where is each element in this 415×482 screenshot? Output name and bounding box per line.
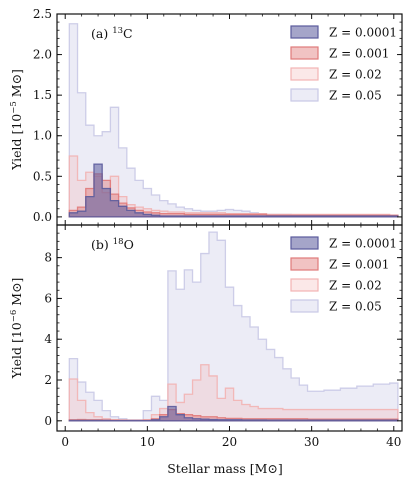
panel-label-prefix: (a) xyxy=(91,26,112,41)
legend-label: Z = 0.02 xyxy=(329,68,382,82)
series-0.05-steps xyxy=(68,231,399,422)
x-tick-label: 20 xyxy=(222,435,237,449)
panel-label-element: C xyxy=(123,26,133,41)
legend-label: Z = 0.0001 xyxy=(329,26,397,40)
legend-swatch xyxy=(290,25,319,39)
y-axis-title-exponent: −5 xyxy=(9,101,19,114)
y-axis-title-exponent: −6 xyxy=(9,310,19,323)
y-tick-label: 8 xyxy=(44,251,52,265)
x-axis-title: Stellar mass [M⊙] xyxy=(167,461,283,476)
y-axis-title-unit: M⊙] xyxy=(9,69,24,101)
y-tick-label: 2 xyxy=(44,373,52,387)
legend-label: Z = 0.001 xyxy=(329,258,389,272)
y-axis-title: Yield [10−6 M⊙] xyxy=(9,278,24,380)
panel-label-isotope-number: 18 xyxy=(113,237,124,247)
panel-label-prefix: (b) xyxy=(91,237,113,252)
y-tick-label: 6 xyxy=(44,291,52,305)
legend-swatch xyxy=(290,67,319,81)
plot-area xyxy=(68,231,399,422)
panel-a: 0.0 0.5 1.0 1.5 2.0 2.5 (a) 13C Yield [10−5 M⊙]… xyxy=(9,7,403,226)
x-tick-label: 10 xyxy=(140,435,155,449)
panel-label-isotope-number: 13 xyxy=(112,26,123,36)
legend-swatch xyxy=(290,278,319,292)
x-tick-label: 0 xyxy=(61,435,69,449)
legend-swatch xyxy=(290,299,319,313)
legend-swatch xyxy=(290,88,319,102)
y-tick-label: 4 xyxy=(44,332,52,346)
plot-area xyxy=(68,23,399,218)
y-axis-title: Yield [10−5 M⊙] xyxy=(9,69,24,171)
y-tick-label: 1.0 xyxy=(33,129,52,143)
legend-label: Z = 0.0001 xyxy=(329,237,397,251)
legend: Z = 0.0001 Z = 0.001 Z = 0.02 Z = 0.05 xyxy=(290,25,397,103)
y-tick-label: 1.5 xyxy=(33,88,52,102)
panel-label: (a) 13C xyxy=(91,26,133,41)
legend-label: Z = 0.05 xyxy=(329,300,382,314)
panel-label: (b) 18O xyxy=(91,237,134,252)
legend-label: Z = 0.001 xyxy=(329,47,389,61)
panel-label-element: O xyxy=(124,237,134,252)
y-axis-title-unit: M⊙] xyxy=(9,278,24,310)
y-tick-label: 0.5 xyxy=(33,169,52,183)
series-0.0001-steps xyxy=(68,405,399,422)
legend-label: Z = 0.02 xyxy=(329,279,382,293)
y-tick-label: 0 xyxy=(44,414,52,428)
series-0.02-steps xyxy=(68,364,399,422)
legend-label: Z = 0.05 xyxy=(329,89,382,103)
x-tick-label: 30 xyxy=(304,435,319,449)
legend: Z = 0.0001 Z = 0.001 Z = 0.02 Z = 0.05 xyxy=(290,236,397,314)
y-tick-label: 2.0 xyxy=(33,48,52,62)
legend-swatch xyxy=(290,257,319,271)
legend-swatch xyxy=(290,46,319,60)
y-tick-label: 2.5 xyxy=(33,7,52,21)
y-axis-title-text: Yield [10 xyxy=(9,114,24,171)
series-0.0001-steps xyxy=(68,163,399,218)
y-axis-title-text: Yield [10 xyxy=(9,322,24,379)
x-tick-label: 40 xyxy=(386,435,401,449)
legend-swatch xyxy=(290,236,319,250)
y-tick-label: 0.0 xyxy=(33,210,52,224)
